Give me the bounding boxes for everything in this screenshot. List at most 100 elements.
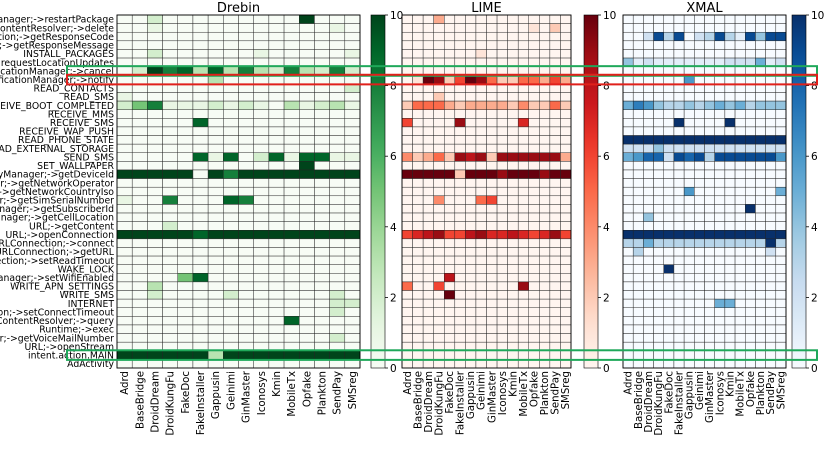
xmal-cell	[714, 14, 726, 24]
drebin-cell	[253, 264, 270, 274]
xmal-cell	[734, 273, 746, 283]
lime-cell	[412, 221, 424, 231]
xmal-cell	[734, 247, 746, 257]
drebin-cell	[344, 273, 361, 283]
xmal-cell	[694, 264, 705, 274]
lime-cell	[444, 281, 456, 291]
drebin-cell	[268, 195, 285, 205]
xmal-family-label-smsreg: SMSreg	[776, 371, 787, 409]
lime-cell	[539, 281, 551, 291]
xmal-cell	[734, 161, 746, 171]
xmal-cell	[765, 109, 777, 119]
drebin-cell	[253, 273, 270, 283]
xmal-cell	[673, 135, 685, 145]
drebin-cell	[268, 247, 285, 257]
lime-cell	[517, 118, 529, 128]
xmal-cell	[724, 273, 736, 283]
xmal-cell	[632, 178, 644, 188]
xmal-cell	[653, 238, 664, 248]
lime-cell	[444, 92, 456, 102]
xmal-cell	[694, 273, 705, 283]
drebin-cell	[116, 281, 133, 291]
xmal-cell	[694, 290, 705, 300]
lime-cell	[486, 186, 498, 197]
lime-cell	[401, 169, 413, 179]
lime-colorbar-gradient	[584, 15, 598, 368]
lime-family-label-opfake: Opfake	[530, 371, 541, 407]
drebin-cell	[131, 118, 148, 128]
xmal-cell	[745, 152, 756, 162]
lime-cell	[401, 152, 413, 162]
drebin-cell	[253, 290, 270, 300]
lime-cell	[412, 307, 424, 317]
lime-cell	[507, 281, 519, 291]
xmal-cell	[755, 152, 766, 162]
xmal-cell	[714, 178, 726, 188]
xmal-cell	[663, 109, 675, 119]
lime-cell	[496, 178, 508, 188]
drebin-cell	[344, 238, 361, 248]
drebin-cell	[131, 350, 148, 360]
drebin-cell	[147, 23, 163, 33]
drebin-cell	[238, 152, 254, 162]
drebin-cell	[314, 221, 330, 231]
drebin-cell	[299, 307, 315, 317]
xmal-colorbar-tick-label: 10	[811, 10, 824, 22]
lime-cell	[475, 298, 487, 308]
lime-colorbar-tick-label: 0	[603, 363, 610, 375]
drebin-cell	[268, 324, 285, 334]
xmal-cell	[704, 333, 715, 343]
lime-cell	[465, 255, 477, 265]
lime-cell	[496, 281, 508, 291]
drebin-cell	[344, 247, 361, 257]
lime-cell	[412, 161, 424, 171]
drebin-cell	[192, 230, 209, 240]
xmal-cell	[714, 161, 726, 171]
lime-cell	[528, 204, 540, 214]
drebin-cell	[253, 316, 270, 326]
drebin-cell	[131, 152, 148, 162]
lime-cell	[560, 178, 572, 188]
feature-label-telephonymanager-getnetworkoperator: TelephonyManager;->getNetworkOperator	[0, 178, 114, 189]
drebin-cell	[329, 135, 346, 145]
lime-cell	[454, 255, 466, 265]
drebin-cell	[299, 324, 315, 334]
lime-cell	[549, 273, 561, 283]
lime-cell	[560, 143, 572, 153]
xmal-family-label-basebridge: BaseBridge	[634, 371, 645, 429]
xmal-cell	[765, 273, 777, 283]
lime-cell	[401, 14, 413, 24]
lime-cell	[528, 14, 540, 24]
drebin-cell	[147, 186, 163, 197]
xmal-cell	[734, 100, 746, 110]
lime-cell	[475, 40, 487, 50]
lime-cell	[433, 230, 445, 240]
xmal-cell	[714, 350, 726, 360]
feature-label-urlconnection-setconnecttimeout: URLConnection;->setConnectTimeout	[0, 307, 114, 318]
drebin-cell	[192, 135, 209, 145]
xmal-cell	[683, 230, 695, 240]
drebin-cell	[162, 161, 178, 171]
lime-cell	[549, 298, 561, 308]
lime-cell	[517, 307, 529, 317]
xmal-cell	[673, 221, 685, 231]
xmal-cell	[653, 273, 664, 283]
drebin-cell	[207, 126, 224, 136]
xmal-cell	[683, 152, 695, 162]
xmal-cell	[653, 178, 664, 188]
lime-cell	[433, 204, 445, 214]
lime-cell	[486, 23, 498, 33]
xmal-cell	[643, 161, 654, 171]
drebin-cell	[177, 92, 194, 102]
drebin-family-label-droiddream: DroidDream	[150, 371, 161, 433]
lime-cell	[422, 324, 434, 334]
lime-cell	[475, 49, 487, 59]
drebin-cell	[207, 316, 224, 326]
lime-cell	[401, 290, 413, 300]
drebin-cell	[116, 255, 133, 265]
lime-cell	[560, 281, 572, 291]
lime-cell	[528, 109, 540, 119]
xmal-cell	[745, 298, 756, 308]
drebin-cell	[299, 92, 315, 102]
xmal-cell	[683, 307, 695, 317]
